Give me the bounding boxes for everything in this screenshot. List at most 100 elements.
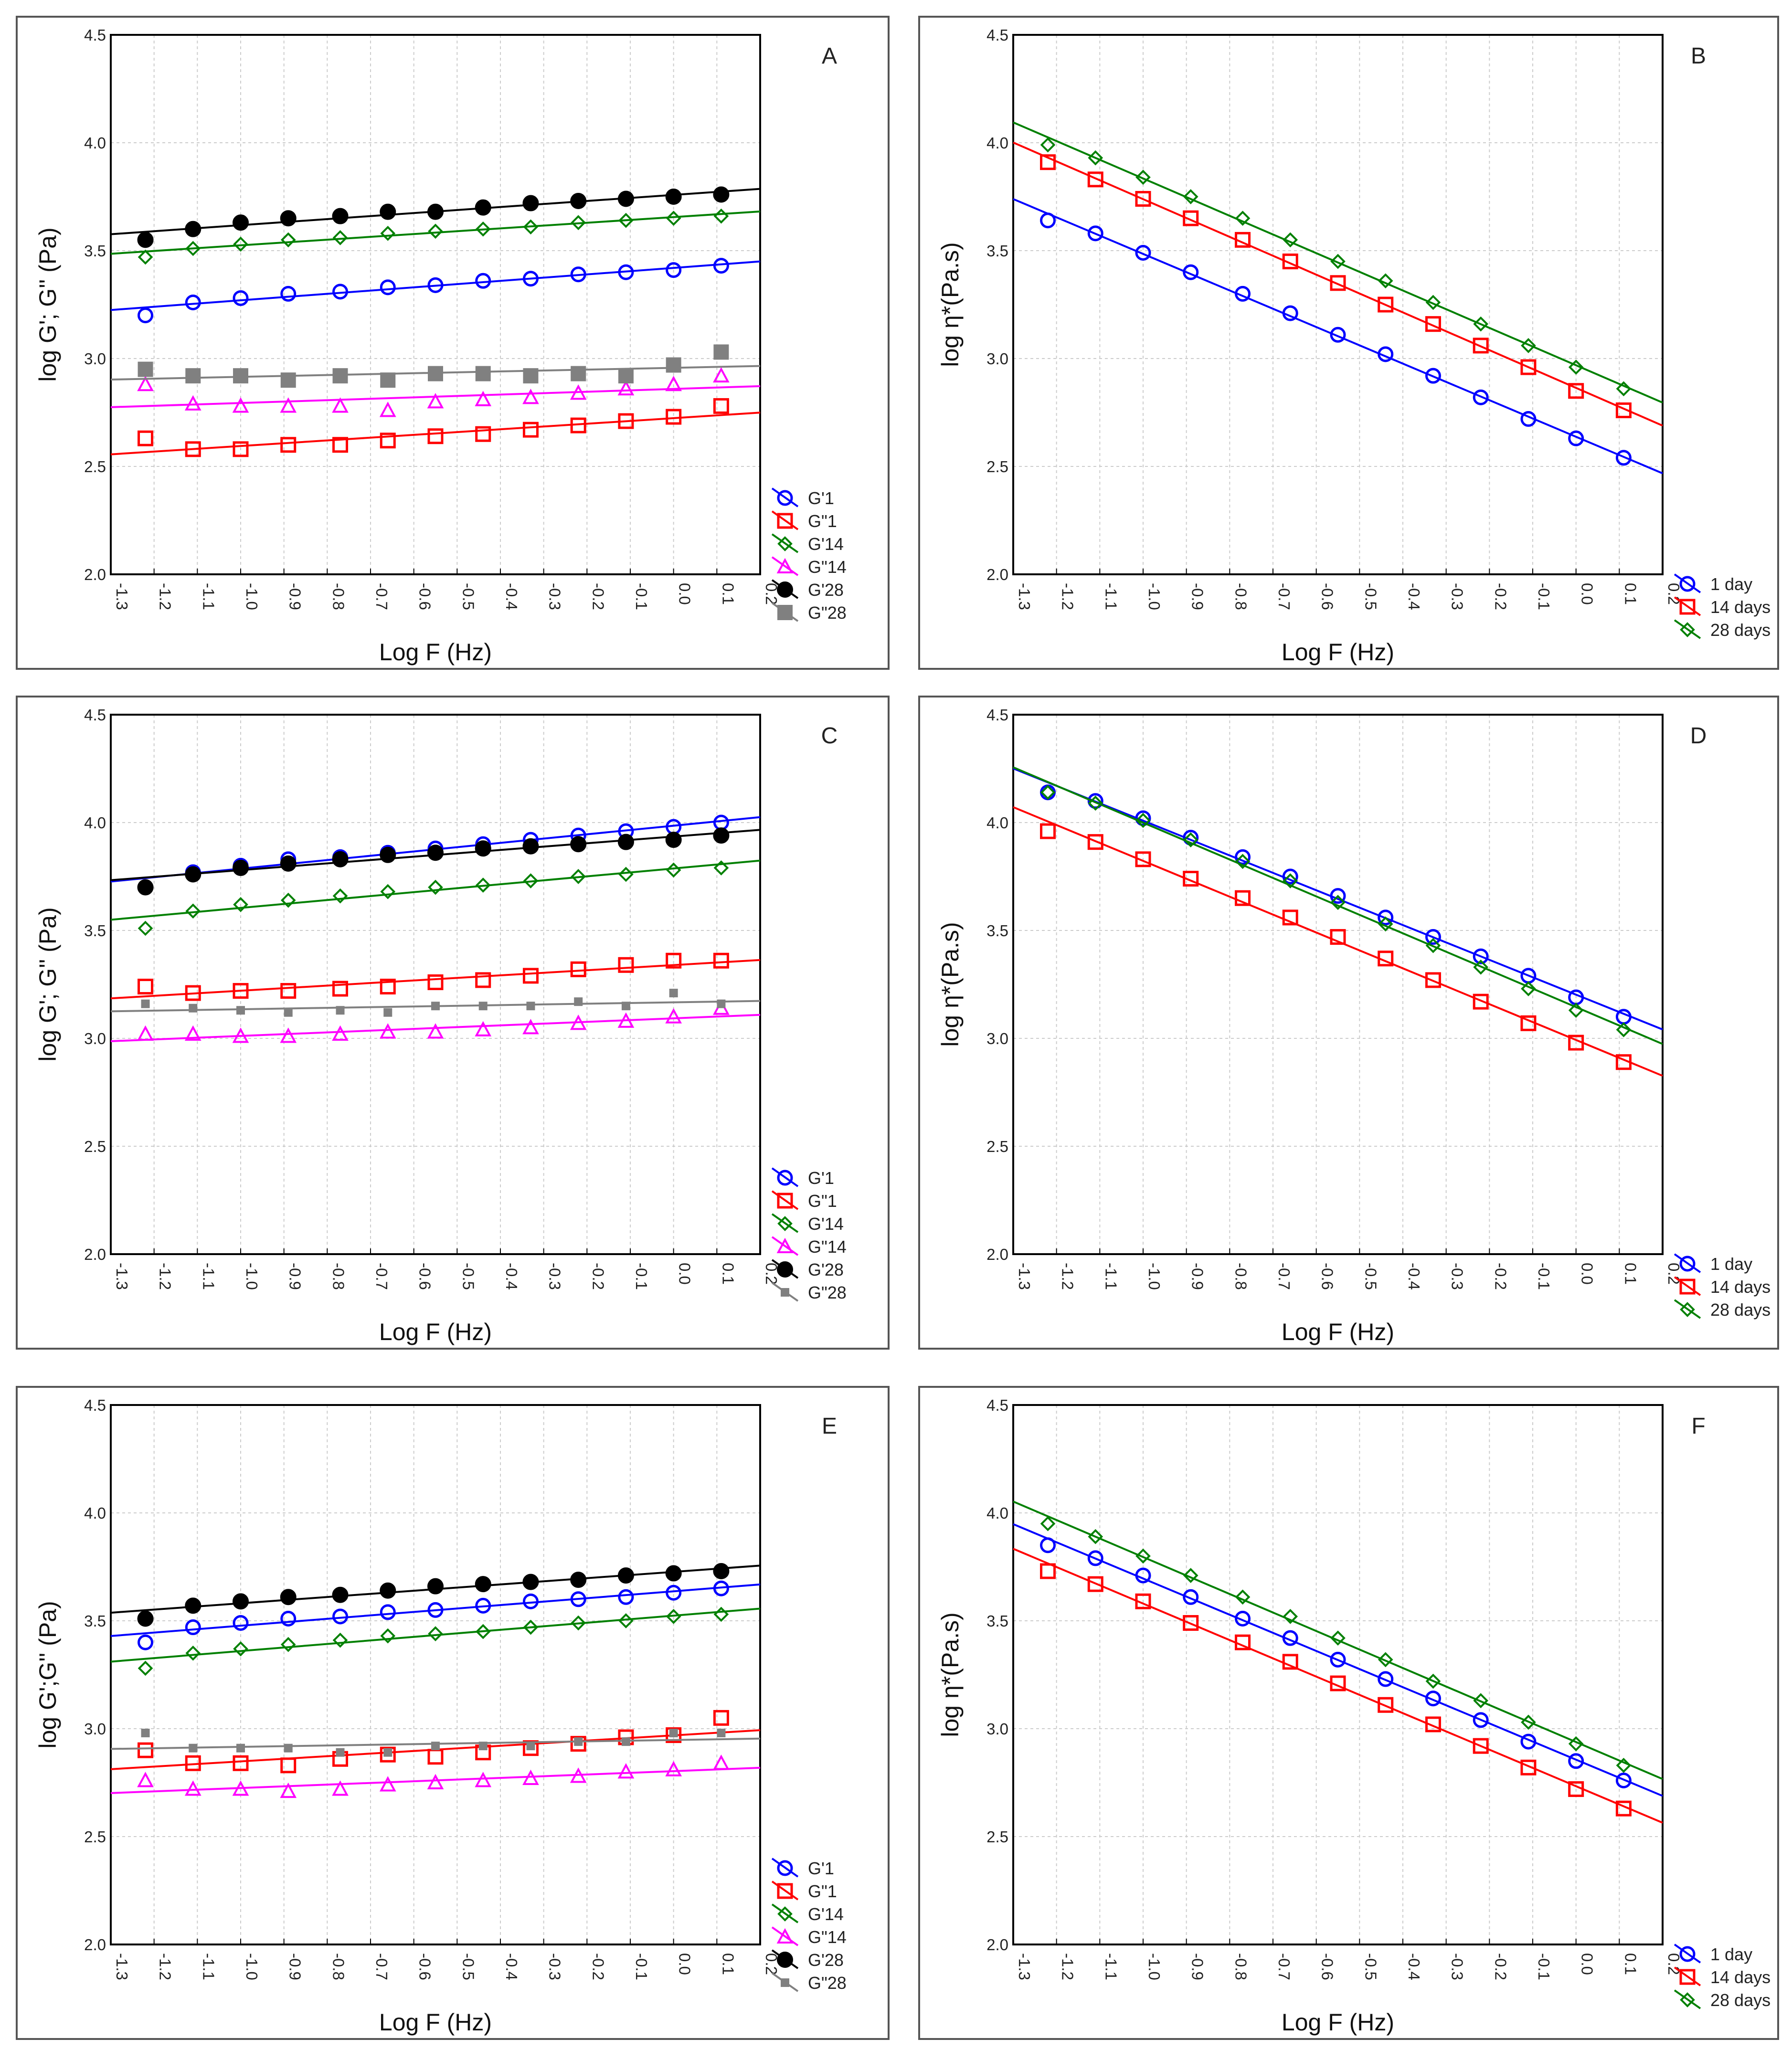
data-point <box>380 203 396 220</box>
data-point <box>184 1780 201 1796</box>
legend-label: G'1 <box>808 1168 834 1188</box>
data-point <box>713 258 729 274</box>
data-point <box>1087 225 1103 242</box>
data-point <box>1135 813 1151 828</box>
data-point <box>1521 338 1536 353</box>
data-point <box>280 1757 297 1774</box>
y-tick-label: 3.5 <box>84 242 106 260</box>
x-tick-label: -0.8 <box>1232 1953 1250 1980</box>
chart-f: -1.3 -1.2 -1.1 -1.0 -0.9 -0.8 -0.7 -0.6 -0.5 -0.4… <box>937 1396 1771 2036</box>
data-point <box>383 1008 392 1017</box>
legend-label: G'28 <box>808 1950 844 1970</box>
data-point <box>618 368 634 384</box>
series-1-day <box>1040 212 1632 466</box>
series-G-28 <box>137 827 730 896</box>
x-tick-label: -1.1 <box>200 583 217 610</box>
data-point <box>1425 929 1441 945</box>
legend-marker <box>777 1883 793 1899</box>
legend-line <box>771 533 799 553</box>
data-point <box>280 1637 296 1652</box>
legend-line <box>771 1880 799 1901</box>
x-tick-label: -0.6 <box>416 583 434 610</box>
legend-label: G'28 <box>808 580 844 600</box>
fit-line <box>1013 198 1663 475</box>
data-point <box>1135 851 1151 867</box>
legend-label: 1 day <box>1710 1254 1752 1274</box>
x-tick-label: -1.2 <box>1059 583 1077 610</box>
data-point <box>526 1002 535 1011</box>
data-point <box>332 437 349 453</box>
x-tick-label: -0.5 <box>459 1263 477 1290</box>
data-point <box>1520 1733 1537 1750</box>
legend-label: G"28 <box>808 1283 847 1302</box>
data-point <box>137 1772 154 1787</box>
y-tick-label: 2.5 <box>986 458 1008 475</box>
legend-line <box>1674 596 1701 616</box>
data-point <box>1473 993 1489 1010</box>
data-point <box>522 968 539 984</box>
data-point <box>717 1729 726 1738</box>
legend-item: G'14 <box>771 1213 844 1234</box>
data-point <box>1425 1690 1441 1707</box>
data-point <box>666 862 681 878</box>
series-G-14 <box>137 999 730 1043</box>
data-point <box>427 974 444 990</box>
data-point <box>522 271 539 287</box>
x-tick-label: -0.3 <box>546 1953 564 1980</box>
legend-item: G"1 <box>771 1190 837 1211</box>
data-point <box>185 866 201 883</box>
data-point <box>383 1748 392 1757</box>
x-tick-label: -0.2 <box>1492 1263 1509 1290</box>
data-point <box>380 372 396 388</box>
legend-line <box>1674 573 1701 593</box>
x-tick-label: 0.0 <box>676 1263 694 1285</box>
x-tick-label: -1.1 <box>1102 1263 1120 1290</box>
data-point <box>138 361 153 377</box>
data-point <box>380 1746 396 1763</box>
data-point <box>1425 368 1441 384</box>
legend-label: G'14 <box>808 1214 844 1234</box>
data-point <box>332 1632 348 1648</box>
data-point <box>1135 169 1151 185</box>
legend-marker <box>777 605 793 620</box>
data-point <box>571 869 586 884</box>
data-point <box>666 357 681 373</box>
y-tick-label: 4.0 <box>986 1504 1008 1522</box>
data-point <box>570 1014 587 1030</box>
plot-frame <box>110 1404 761 1945</box>
data-point <box>1520 411 1537 427</box>
panel-label: B <box>1691 43 1706 69</box>
data-point <box>1568 359 1584 375</box>
data-point <box>280 1610 297 1627</box>
data-point <box>1616 381 1632 397</box>
fit-line <box>110 260 761 311</box>
legend-marker <box>776 1928 794 1944</box>
x-tick-label: -0.5 <box>1362 1953 1379 1980</box>
x-tick-label: -0.2 <box>589 583 607 610</box>
x-tick-label: -0.6 <box>1319 1953 1336 1980</box>
x-tick-label: -1.3 <box>113 1953 131 1980</box>
fit-line <box>110 859 761 921</box>
data-point <box>570 1736 586 1752</box>
data-point <box>380 1604 396 1620</box>
chart-d: -1.3 -1.2 -1.1 -1.0 -0.9 -0.8 -0.7 -0.6 -0.5 -0.4… <box>937 706 1771 1345</box>
x-axis-title: Log F (Hz) <box>379 1319 492 1345</box>
data-point <box>713 398 729 414</box>
data-point <box>1425 972 1441 988</box>
x-tick-label: -0.1 <box>633 1263 650 1290</box>
data-point <box>427 1774 444 1789</box>
y-tick-label: 4.5 <box>986 26 1008 44</box>
data-point <box>141 999 150 1008</box>
x-tick-label: -0.4 <box>1405 1263 1423 1290</box>
x-tick-label: -0.9 <box>1189 583 1207 610</box>
legend-item: G"28 <box>771 602 847 623</box>
x-tick-label: -0.1 <box>1535 583 1553 610</box>
data-point <box>380 846 396 863</box>
x-tick-label: -0.3 <box>546 1263 564 1290</box>
legend-marker <box>777 536 793 551</box>
chart-panel-b: -1.3 -1.2 -1.1 -1.0 -0.9 -0.8 -0.7 -0.6 -0.5 -0.4… <box>918 16 1779 670</box>
x-axis-title: Log F (Hz) <box>379 2009 492 2036</box>
plot-frame <box>1012 1404 1664 1945</box>
data-point <box>1040 137 1056 153</box>
x-tick-label: 0.2 <box>763 583 780 605</box>
